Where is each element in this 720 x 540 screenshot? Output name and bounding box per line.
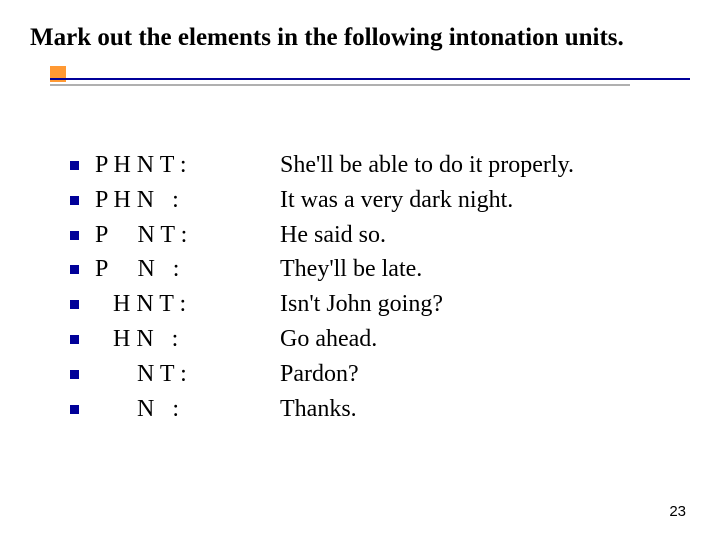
list-item: P H N : It was a very dark night. xyxy=(70,183,680,218)
example-cell: Go ahead. xyxy=(280,322,680,357)
example-cell: Thanks. xyxy=(280,392,680,427)
bullet-icon xyxy=(70,265,79,274)
pattern-cell: P N T : xyxy=(95,218,280,253)
pattern-cell: N : xyxy=(95,392,280,427)
example-cell: She'll be able to do it properly. xyxy=(280,148,680,183)
rule-primary xyxy=(50,78,690,80)
list-item: N T : Pardon? xyxy=(70,357,680,392)
list-item: P H N T : She'll be able to do it proper… xyxy=(70,148,680,183)
list-item: N : Thanks. xyxy=(70,392,680,427)
bullet-icon xyxy=(70,405,79,414)
pattern-cell: H N : xyxy=(95,322,280,357)
pattern-cell: N T : xyxy=(95,357,280,392)
slide-title: Mark out the elements in the following i… xyxy=(30,24,690,52)
bullet-icon xyxy=(70,161,79,170)
list-item: P N : They'll be late. xyxy=(70,252,680,287)
title-area: Mark out the elements in the following i… xyxy=(0,0,720,60)
example-cell: Isn't John going? xyxy=(280,287,680,322)
page-number: 23 xyxy=(669,503,686,520)
bullet-icon xyxy=(70,300,79,309)
list-item: P N T : He said so. xyxy=(70,218,680,253)
bullet-icon xyxy=(70,196,79,205)
bullet-icon xyxy=(70,231,79,240)
pattern-cell: P N : xyxy=(95,252,280,287)
bullet-icon xyxy=(70,335,79,344)
bullet-icon xyxy=(70,370,79,379)
example-cell: He said so. xyxy=(280,218,680,253)
pattern-cell: P H N T : xyxy=(95,148,280,183)
example-cell: They'll be late. xyxy=(280,252,680,287)
content-list: P H N T : She'll be able to do it proper… xyxy=(0,100,720,426)
title-underline xyxy=(50,66,690,100)
list-item: H N : Go ahead. xyxy=(70,322,680,357)
example-cell: It was a very dark night. xyxy=(280,183,680,218)
pattern-cell: H N T : xyxy=(95,287,280,322)
example-cell: Pardon? xyxy=(280,357,680,392)
list-item: H N T : Isn't John going? xyxy=(70,287,680,322)
rule-secondary xyxy=(50,84,630,86)
pattern-cell: P H N : xyxy=(95,183,280,218)
